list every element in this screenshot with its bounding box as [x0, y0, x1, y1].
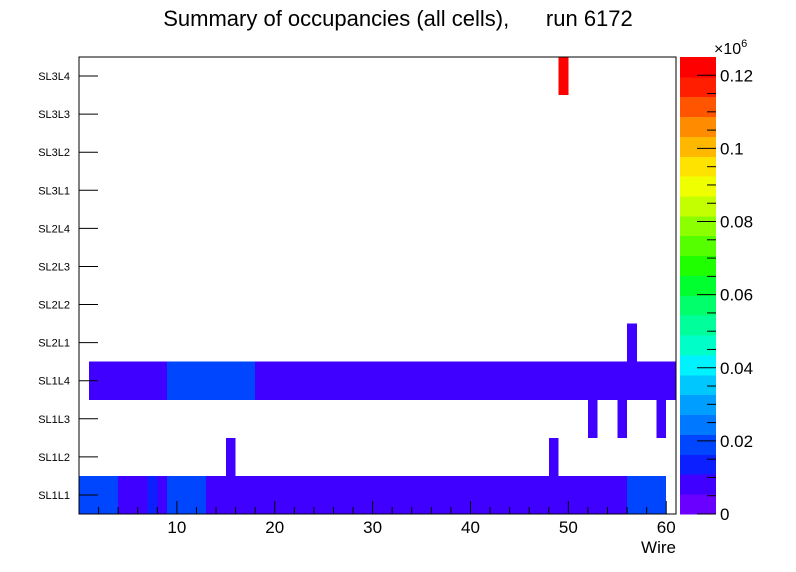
palette-band: [680, 374, 716, 396]
palette-band: [680, 116, 716, 137]
heatmap-cell-sl1l1: [157, 475, 168, 514]
heatmap-cell-sl1l1: [118, 475, 148, 514]
palette-band: [680, 414, 716, 435]
palette-band: [680, 196, 716, 217]
palette-band: [680, 335, 716, 356]
palette-band: [680, 176, 716, 197]
palette-band: [680, 295, 716, 316]
palette-band: [680, 275, 716, 296]
palette-band: [680, 315, 716, 336]
chart-title: Summary of occupancies (all cells), run …: [163, 6, 633, 31]
heatmap-cells: [79, 57, 676, 514]
x-axis-tick-label: 10: [167, 518, 186, 537]
heatmap-cell-sl1l4: [607, 361, 618, 400]
palette-band: [680, 454, 716, 475]
axes: 10 20 30 40 50 60 SL1L1 SL1L2 SL1L3 SL1L4 SL2L1 SL2…: [38, 71, 675, 537]
x-axis-tick-label: 40: [461, 518, 480, 537]
palette-band: [680, 494, 716, 515]
z-axis-multiplier: ×106: [714, 38, 747, 58]
x-axis-tick-label: 50: [559, 518, 578, 537]
heatmap-cell-sl1l1: [167, 475, 207, 514]
z-axis-tick-label: 0: [720, 505, 729, 524]
y-axis-tick-label: SL3L2: [38, 147, 70, 159]
heatmap-cell-sl1l3: [617, 399, 628, 438]
x-axis-tick-label: 20: [265, 518, 284, 537]
y-axis-tick-label: SL3L1: [38, 185, 70, 197]
y-axis-tick-label: SL3L3: [38, 109, 70, 121]
palette-band: [680, 235, 716, 257]
z-axis-tick-label: 0.02: [720, 432, 753, 451]
x-axis-tick-label: 60: [657, 518, 676, 537]
heatmap-cell-sl1l4: [88, 361, 168, 400]
heatmap-cell-sl2l1: [627, 323, 637, 362]
heatmap-cell-sl1l3: [587, 399, 598, 438]
heatmap-cell-sl1l4: [617, 361, 676, 400]
y-axis-tick-label: SL1L2: [38, 452, 70, 464]
heatmap-cell-sl1l1: [147, 475, 158, 514]
heatmap-cell-sl1l2: [225, 437, 236, 476]
x-axis-tick-label: 30: [363, 518, 382, 537]
palette-band: [680, 394, 716, 416]
heatmap-cell-sl1l4: [167, 361, 256, 400]
color-palette: [680, 57, 716, 515]
y-axis-tick-label: SL1L3: [38, 414, 70, 426]
y-axis-tick-label: SL2L1: [38, 338, 70, 350]
z-axis-multiplier-exponent: 6: [741, 38, 747, 50]
palette-band: [680, 255, 716, 276]
z-axis-tick-label: 0.04: [720, 359, 753, 378]
plot-frame: [78, 56, 677, 515]
palette-band: [680, 355, 716, 376]
z-axis-multiplier-base: ×10: [714, 41, 741, 58]
y-axis-tick-label: SL3L4: [38, 71, 70, 83]
palette-band: [680, 215, 716, 237]
palette-band: [680, 156, 716, 177]
y-axis-tick-label: SL2L3: [38, 261, 70, 273]
heatmap-cell-sl1l3: [656, 399, 667, 438]
z-axis-tick-label: 0.12: [720, 66, 753, 85]
palette-band: [680, 76, 716, 98]
z-axis-tick-label: 0.08: [720, 213, 753, 232]
heatmap-cell-sl3l4: [558, 57, 569, 96]
palette-band: [680, 434, 716, 455]
z-axis-tick-label: 0.06: [720, 286, 753, 305]
color-axis: 0 0.02 0.04 0.06 0.08 0.1 0.12: [697, 66, 753, 524]
y-axis-tick-label: SL1L4: [38, 376, 70, 388]
palette-band: [680, 474, 716, 495]
heatmap-cell-sl1l1: [206, 475, 628, 514]
palette-band: [680, 96, 716, 118]
y-axis-tick-label: SL1L1: [38, 490, 70, 502]
x-axis-title: Wire: [641, 538, 676, 557]
z-axis-tick-label: 0.1: [720, 139, 744, 158]
y-axis-tick-label: SL2L2: [38, 300, 70, 312]
heatmap-cell-sl1l4: [255, 361, 608, 400]
palette-band: [680, 57, 716, 78]
heatmap-cell-sl1l2: [548, 437, 559, 476]
palette-band: [680, 136, 716, 157]
y-axis-tick-label: SL2L4: [38, 223, 70, 235]
